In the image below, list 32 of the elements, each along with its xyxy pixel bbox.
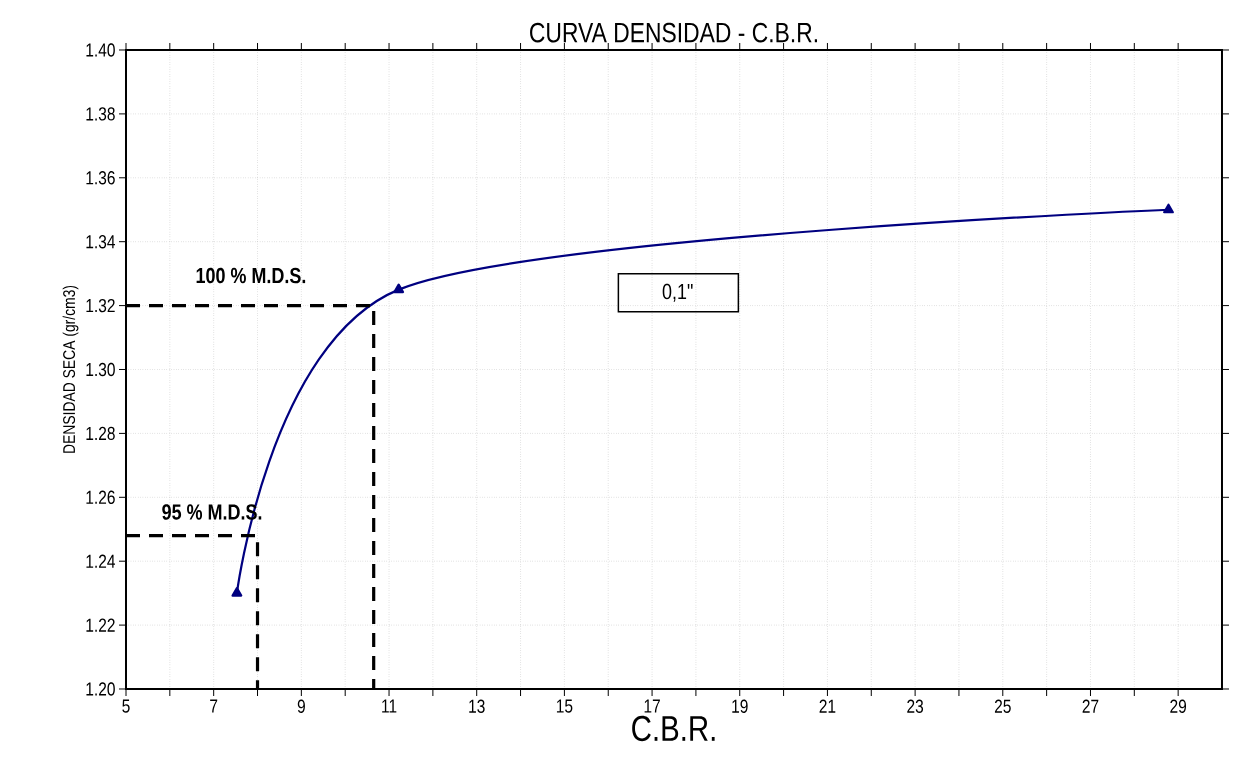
x-tick-label: 21	[819, 699, 836, 713]
y-tick-label: 1.30	[86, 362, 115, 377]
x-tick-label: 5	[122, 699, 130, 713]
x-tick-label: 23	[907, 699, 924, 713]
y-tick-label: 1.22	[86, 618, 115, 632]
chart-title: CURVA DENSIDAD - C.B.R.	[530, 22, 817, 43]
point	[1163, 203, 1174, 214]
x-tick-label: 15	[556, 699, 573, 713]
x-tick-label: 25	[994, 699, 1011, 713]
y-tick-label: 1.40	[86, 43, 115, 57]
x-tick-label: 19	[732, 699, 748, 713]
y-tick-label: 1.28	[86, 426, 115, 441]
x-tick-label: 7	[210, 699, 218, 713]
point	[393, 283, 405, 294]
point	[231, 587, 243, 597]
y-tick-label: 1.20	[86, 682, 115, 696]
annotation: 0,1"	[662, 283, 693, 302]
y-axis-title: DENSIDAD SECA (gr/cm3)	[62, 285, 79, 453]
y-tick-label: 1.32	[86, 298, 115, 313]
y-tick-label: 1.24	[86, 554, 116, 568]
x-tick-label: 13	[469, 699, 485, 713]
y-tick-label: 1.34	[86, 234, 116, 249]
x-tick-label: 9	[297, 699, 305, 713]
y-tick-label: 1.36	[86, 171, 115, 185]
x-tick-label: 17	[644, 699, 660, 713]
annotation: 100 % M.D.S.	[196, 267, 306, 284]
x-tick-label: 27	[1082, 699, 1099, 713]
x-tick-label: 11	[382, 699, 397, 713]
x-axis-title: C.B.R.	[632, 715, 715, 742]
y-tick-label: 1.26	[86, 490, 115, 504]
y-tick-label: 1.38	[86, 107, 115, 121]
x-tick-label: 29	[1170, 699, 1187, 713]
